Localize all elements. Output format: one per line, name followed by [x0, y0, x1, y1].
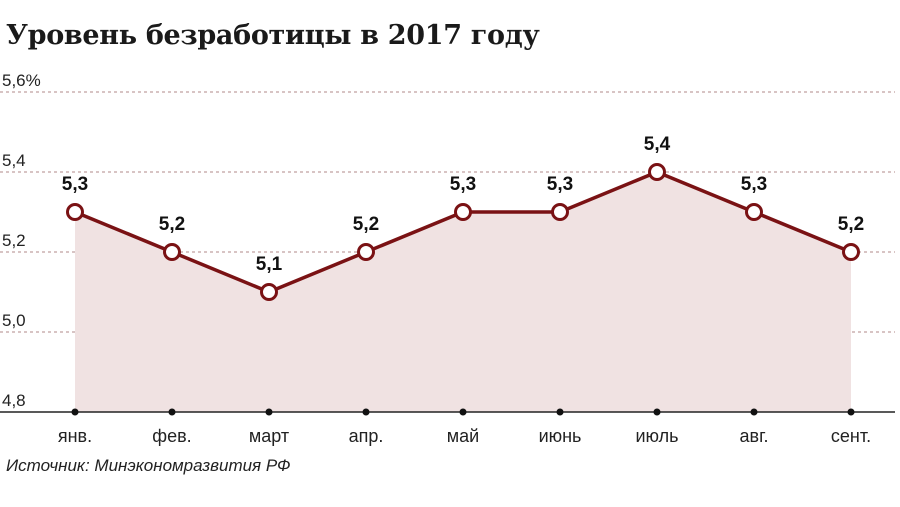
- data-point: [260, 283, 278, 301]
- x-axis-tick-dot: [847, 408, 855, 416]
- data-point: [648, 163, 666, 181]
- x-tick-label: апр.: [349, 426, 384, 446]
- data-label: 5,4: [644, 134, 671, 155]
- x-tick-label: июнь: [539, 426, 582, 446]
- data-point: [357, 243, 375, 261]
- area-fill: [75, 172, 851, 412]
- data-label: 5,2: [353, 214, 379, 235]
- data-label: 5,3: [450, 174, 476, 195]
- x-axis-tick-dot: [653, 408, 661, 416]
- y-tick-label: 5,6%: [2, 71, 41, 90]
- x-tick-label: янв.: [58, 426, 92, 446]
- data-label: 5,1: [256, 254, 283, 275]
- x-axis-tick-dot: [362, 408, 370, 416]
- x-tick-labels: янв. фев. март апр. май июнь июль авг. сент.: [58, 426, 871, 446]
- chart-title: Уровень безработицы в 2017 году: [6, 20, 540, 51]
- data-point: [551, 203, 569, 221]
- y-tick-label: 4,8: [2, 391, 26, 410]
- area-fill-layer: [75, 172, 851, 412]
- x-axis-tick-dot: [265, 408, 273, 416]
- y-tick-labels: 4,8 5,0 5,2 5,4 5,6%: [2, 71, 41, 410]
- data-label: 5,3: [62, 174, 88, 195]
- x-tick-label: июль: [635, 426, 678, 446]
- x-tick-label: май: [447, 426, 479, 446]
- x-tick-label: фев.: [152, 426, 191, 446]
- data-label: 5,3: [547, 174, 573, 195]
- data-point: [842, 243, 860, 261]
- x-axis-tick-dot: [168, 408, 176, 416]
- source-note: Источник: Минэкономразвития РФ: [6, 456, 291, 475]
- data-label: 5,2: [838, 214, 864, 235]
- data-points: [66, 163, 860, 301]
- y-tick-label: 5,4: [2, 151, 26, 170]
- x-axis: [0, 408, 895, 416]
- x-tick-label: сент.: [831, 426, 871, 446]
- data-label: 5,3: [741, 174, 767, 195]
- y-tick-label: 5,2: [2, 231, 26, 250]
- x-tick-label: авг.: [740, 426, 769, 446]
- data-point: [745, 203, 763, 221]
- x-axis-tick-dot: [750, 408, 758, 416]
- data-labels: 5,3 5,2 5,1 5,2 5,3 5,3 5,4 5,3 5,2: [62, 134, 864, 275]
- data-point: [454, 203, 472, 221]
- x-axis-tick-dot: [459, 408, 467, 416]
- data-point: [163, 243, 181, 261]
- x-axis-tick-dot: [71, 408, 79, 416]
- x-axis-tick-dot: [556, 408, 564, 416]
- x-tick-label: март: [249, 426, 289, 446]
- data-point: [66, 203, 84, 221]
- y-tick-label: 5,0: [2, 311, 26, 330]
- data-label: 5,2: [159, 214, 185, 235]
